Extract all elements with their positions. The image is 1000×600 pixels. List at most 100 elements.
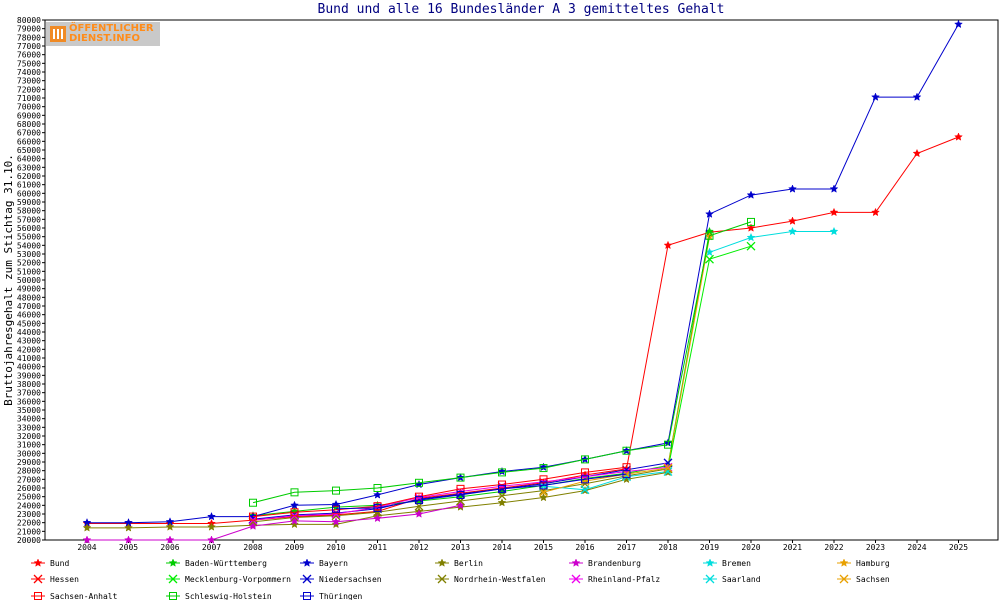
y-tick-label: 56000 — [17, 224, 41, 233]
series-line — [87, 504, 461, 541]
legend-label: Baden-Württemberg — [185, 559, 267, 568]
y-tick-label: 34000 — [17, 415, 41, 424]
legend-marker — [302, 558, 312, 567]
y-tick-label: 65000 — [17, 146, 41, 155]
y-axis-label: Bruttojahresgehalt zum Stichtag 31.10. — [2, 154, 15, 406]
x-tick-label: 2018 — [658, 543, 677, 552]
data-point — [954, 19, 963, 29]
x-tick-label: 2008 — [243, 543, 262, 552]
legend-marker — [168, 558, 178, 567]
data-point — [124, 535, 133, 544]
y-tick-label: 55000 — [17, 233, 41, 242]
x-tick-label: 2022 — [824, 543, 843, 552]
legend-marker — [168, 574, 178, 584]
y-tick-label: 72000 — [17, 85, 41, 94]
x-tick-label: 2006 — [160, 543, 179, 552]
legend-marker — [302, 574, 312, 584]
y-tick-label: 24000 — [17, 501, 41, 510]
y-tick-label: 53000 — [17, 250, 41, 259]
y-tick-label: 63000 — [17, 163, 41, 172]
series-line — [252, 221, 752, 504]
y-tick-label: 45000 — [17, 319, 41, 328]
legend-label: Hessen — [50, 575, 79, 584]
data-point — [165, 535, 175, 544]
data-point — [788, 226, 797, 236]
legend-label: Sachsen — [856, 575, 890, 584]
plot-frame — [44, 19, 999, 541]
series-5 — [705, 226, 839, 257]
legend-label: Bremen — [722, 559, 751, 568]
legend-label: Rheinland-Pfalz — [588, 575, 660, 584]
legend-marker — [571, 558, 581, 567]
y-tick-label: 73000 — [17, 77, 41, 86]
data-point — [456, 490, 465, 499]
series-13 — [539, 463, 673, 497]
x-tick-label: 2007 — [202, 543, 221, 552]
data-point — [663, 240, 673, 250]
y-tick-label: 62000 — [17, 172, 41, 181]
data-point — [290, 488, 299, 497]
legend-label: Nordrhein-Westfalen — [454, 575, 546, 584]
data-point — [415, 496, 423, 505]
y-tick-label: 26000 — [17, 484, 41, 493]
y-tick-label: 76000 — [17, 51, 41, 60]
data-point — [539, 486, 548, 496]
legend-marker — [571, 574, 581, 584]
data-point — [373, 484, 382, 492]
data-point — [207, 522, 216, 531]
y-tick-label: 77000 — [17, 42, 41, 51]
data-point — [456, 473, 465, 482]
data-point — [954, 132, 963, 141]
data-point — [373, 513, 382, 523]
y-tick-label: 42000 — [17, 345, 41, 354]
data-point — [249, 512, 257, 521]
data-point — [498, 468, 506, 477]
x-tick-label: 2015 — [534, 543, 553, 552]
series-0 — [82, 132, 963, 528]
x-tick-label: 2023 — [866, 543, 885, 552]
series-line — [87, 24, 959, 524]
series-line — [543, 467, 669, 493]
series-8 — [663, 241, 756, 474]
x-tick-label: 2013 — [451, 543, 470, 552]
x-tick-label: 2009 — [285, 543, 304, 552]
x-tick-label: 2014 — [492, 543, 511, 552]
y-tick-label: 44000 — [17, 328, 41, 337]
y-tick-label: 33000 — [17, 423, 41, 432]
series-2 — [82, 19, 963, 527]
y-tick-label: 59000 — [17, 198, 41, 207]
x-tick-label: 2005 — [119, 543, 138, 552]
y-tick-label: 31000 — [17, 441, 41, 450]
series-line — [543, 471, 669, 491]
y-tick-label: 37000 — [17, 389, 41, 398]
data-point — [373, 503, 382, 512]
data-point — [746, 223, 756, 232]
data-point — [331, 509, 341, 519]
x-tick-label: 2012 — [409, 543, 428, 552]
data-point — [871, 92, 880, 101]
data-point — [829, 226, 839, 236]
data-point — [124, 523, 133, 532]
x-tick-label: 2010 — [326, 543, 345, 552]
legend-label: Bayern — [319, 559, 348, 568]
data-point — [497, 486, 507, 496]
data-point — [249, 498, 257, 507]
series-line — [667, 245, 752, 469]
data-point — [498, 484, 506, 493]
x-tick-label: 2024 — [907, 543, 926, 552]
data-point — [622, 446, 631, 455]
legend-label: Schleswig-Holstein — [185, 592, 272, 600]
y-tick-label: 28000 — [17, 467, 41, 476]
y-tick-label: 79000 — [17, 25, 41, 34]
data-point — [829, 207, 839, 217]
data-point — [82, 535, 92, 544]
logo-line-1: ÖFFENTLICHER — [69, 23, 154, 34]
legend-label: Sachsen-Anhalt — [50, 592, 118, 600]
series-line — [252, 466, 627, 518]
data-point — [290, 513, 299, 522]
x-tick-label: 2019 — [700, 543, 719, 552]
data-point — [165, 522, 175, 531]
y-tick-label: 22000 — [17, 519, 41, 528]
y-tick-label: 67000 — [17, 129, 41, 138]
